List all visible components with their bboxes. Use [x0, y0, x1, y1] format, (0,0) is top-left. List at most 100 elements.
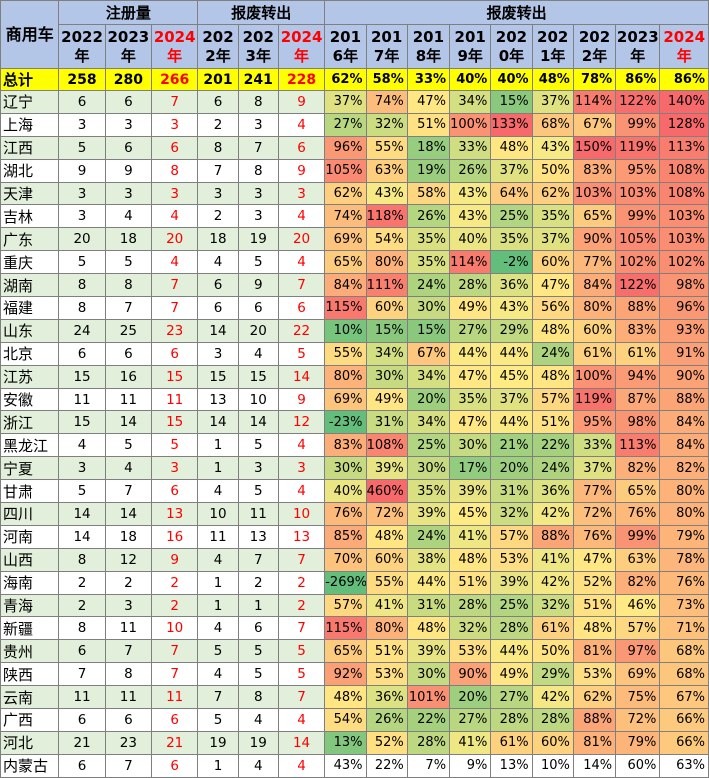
- scrap-rate-value: 55%: [365, 570, 408, 595]
- year-header-rate-3: 201 9年: [449, 24, 492, 69]
- scrap-rate-value: 48%: [490, 135, 533, 160]
- register-value: 7: [151, 662, 199, 687]
- total-label: 总计: [0, 68, 60, 91]
- region-name: 河北: [0, 730, 60, 755]
- region-name: 湖北: [0, 158, 60, 183]
- scrap-rate-value: 30%: [406, 296, 451, 320]
- scrap-rate-value: 57%: [324, 593, 367, 618]
- register-value: 6: [58, 639, 106, 664]
- scrap-rate-value: 102%: [615, 250, 661, 275]
- scrap-rate-value: 67%: [572, 112, 617, 137]
- register-value: 11: [151, 685, 199, 710]
- scrap-rate-value: 128%: [659, 112, 709, 137]
- scrap-rate-value: 35%: [449, 387, 492, 412]
- register-value: 11: [58, 685, 106, 710]
- scrap-rate-value: 54%: [324, 708, 367, 732]
- scrap-rate-value: 82%: [659, 456, 709, 481]
- region-name: 山东: [0, 318, 60, 343]
- scrap-rate-value: 83%: [572, 158, 617, 183]
- scrap-rate-value: 76%: [572, 524, 617, 549]
- scrap-rate-value: 55%: [365, 135, 408, 160]
- scrap-rate-value: 51%: [572, 593, 617, 618]
- scrap-value: 2: [197, 112, 239, 137]
- scrap-value: 1: [197, 456, 239, 481]
- region-name: 甘肃: [0, 479, 60, 504]
- scrap-value: 5: [277, 639, 326, 664]
- scrap-rate-value: 27%: [490, 685, 533, 710]
- region-name: 天津: [0, 181, 60, 206]
- scrap-rate-value: 34%: [406, 364, 451, 389]
- scrap-value: 8: [237, 685, 279, 710]
- scrap-value: 9: [277, 90, 326, 114]
- scrap-rate-value: 69%: [324, 387, 367, 412]
- table-row: 天津 3 3 3 3 3 3 62% 43% 58% 43% 64% 62% 103% 103% 108%: [0, 181, 709, 206]
- scrap-rate-value: 43%: [531, 135, 574, 160]
- scrap-value: 11: [197, 524, 239, 549]
- register-value: 23: [151, 318, 199, 343]
- register-value: 3: [58, 204, 106, 229]
- scrap-value: 5: [237, 639, 279, 664]
- register-value: 3: [104, 593, 153, 618]
- scrap-rate-value: 47%: [449, 364, 492, 389]
- register-value: 10: [151, 616, 199, 641]
- year-header-rate-2: 201 8年: [406, 24, 451, 69]
- register-value: 3: [151, 181, 199, 206]
- register-value: 4: [104, 204, 153, 229]
- scrap-rate-value: 24%: [531, 341, 574, 366]
- scrap-rate-value: 114%: [572, 90, 617, 114]
- scrap-rate-value: 91%: [659, 341, 709, 366]
- scrap-rate-value: 20%: [449, 685, 492, 710]
- scrap-value: 6: [197, 90, 239, 114]
- table-row: 河北 21 23 21 19 19 14 13% 52% 28% 41% 61% 60% 81% 79% 66…: [0, 730, 709, 755]
- scrap-rate-value: 36%: [365, 685, 408, 710]
- scrap-value: 3: [277, 181, 326, 206]
- scrap-value: 7: [277, 547, 326, 572]
- scrap-rate-value: 70%: [324, 547, 367, 572]
- scrap-value: 4: [197, 479, 239, 504]
- register-value: 2: [58, 570, 106, 595]
- scrap-rate-value: 84%: [659, 410, 709, 435]
- scrap-rate-value: 15%: [490, 90, 533, 114]
- scrap-rate-value: 24%: [406, 524, 451, 549]
- scrap-rate-value: 460%: [365, 479, 408, 504]
- scrap-rate-value: 99%: [615, 112, 661, 137]
- scrap-rate-value: 150%: [572, 135, 617, 160]
- scrap-rate-value: 35%: [406, 227, 451, 252]
- scrap-rate-value: 26%: [406, 204, 451, 229]
- register-value: 11: [151, 387, 199, 412]
- scrap-rate-value: 15%: [365, 318, 408, 343]
- scrap-value: 14: [197, 410, 239, 435]
- scrap-rate-value: 33%: [406, 68, 451, 91]
- scrap-rate-value: 68%: [659, 639, 709, 664]
- register-value: 2: [58, 593, 106, 618]
- scrap-rate-value: 30%: [324, 456, 367, 481]
- scrap-rate-value: 86%: [615, 68, 661, 91]
- table-row: 安徽 11 11 11 13 10 9 69% 49% 20% 35% 37% 57% 119% 87% 88…: [0, 387, 709, 412]
- register-value: 7: [151, 273, 199, 298]
- scrap-rate-value: 37%: [490, 387, 533, 412]
- register-value: 21: [151, 730, 199, 755]
- scrap-value: 7: [277, 616, 326, 641]
- scrap-rate-value: 31%: [365, 410, 408, 435]
- scrap-rate-value: 87%: [615, 387, 661, 412]
- scrap-rate-value: 51%: [365, 639, 408, 664]
- scrap-rate-value: 26%: [365, 708, 408, 732]
- register-value: 266: [151, 68, 199, 91]
- scrap-rate-value: 53%: [449, 639, 492, 664]
- region-name: 辽宁: [0, 90, 60, 114]
- scrap-rate-value: 48%: [324, 685, 367, 710]
- scrap-rate-value: 96%: [659, 296, 709, 320]
- register-value: 5: [104, 250, 153, 275]
- scrap-rate-value: 94%: [615, 364, 661, 389]
- scrap-rate-value: 71%: [659, 616, 709, 641]
- register-value: 7: [104, 639, 153, 664]
- scrap-rate-value: 24%: [406, 273, 451, 298]
- scrap-rate-value: 31%: [406, 593, 451, 618]
- scrap-value: 14: [197, 318, 239, 343]
- year-header-rate-0: 201 6年: [324, 24, 367, 69]
- scrap-rate-value: -2%: [490, 250, 533, 275]
- register-value: 7: [151, 296, 199, 320]
- region-name: 北京: [0, 341, 60, 366]
- scrap-rate-value: 118%: [365, 204, 408, 229]
